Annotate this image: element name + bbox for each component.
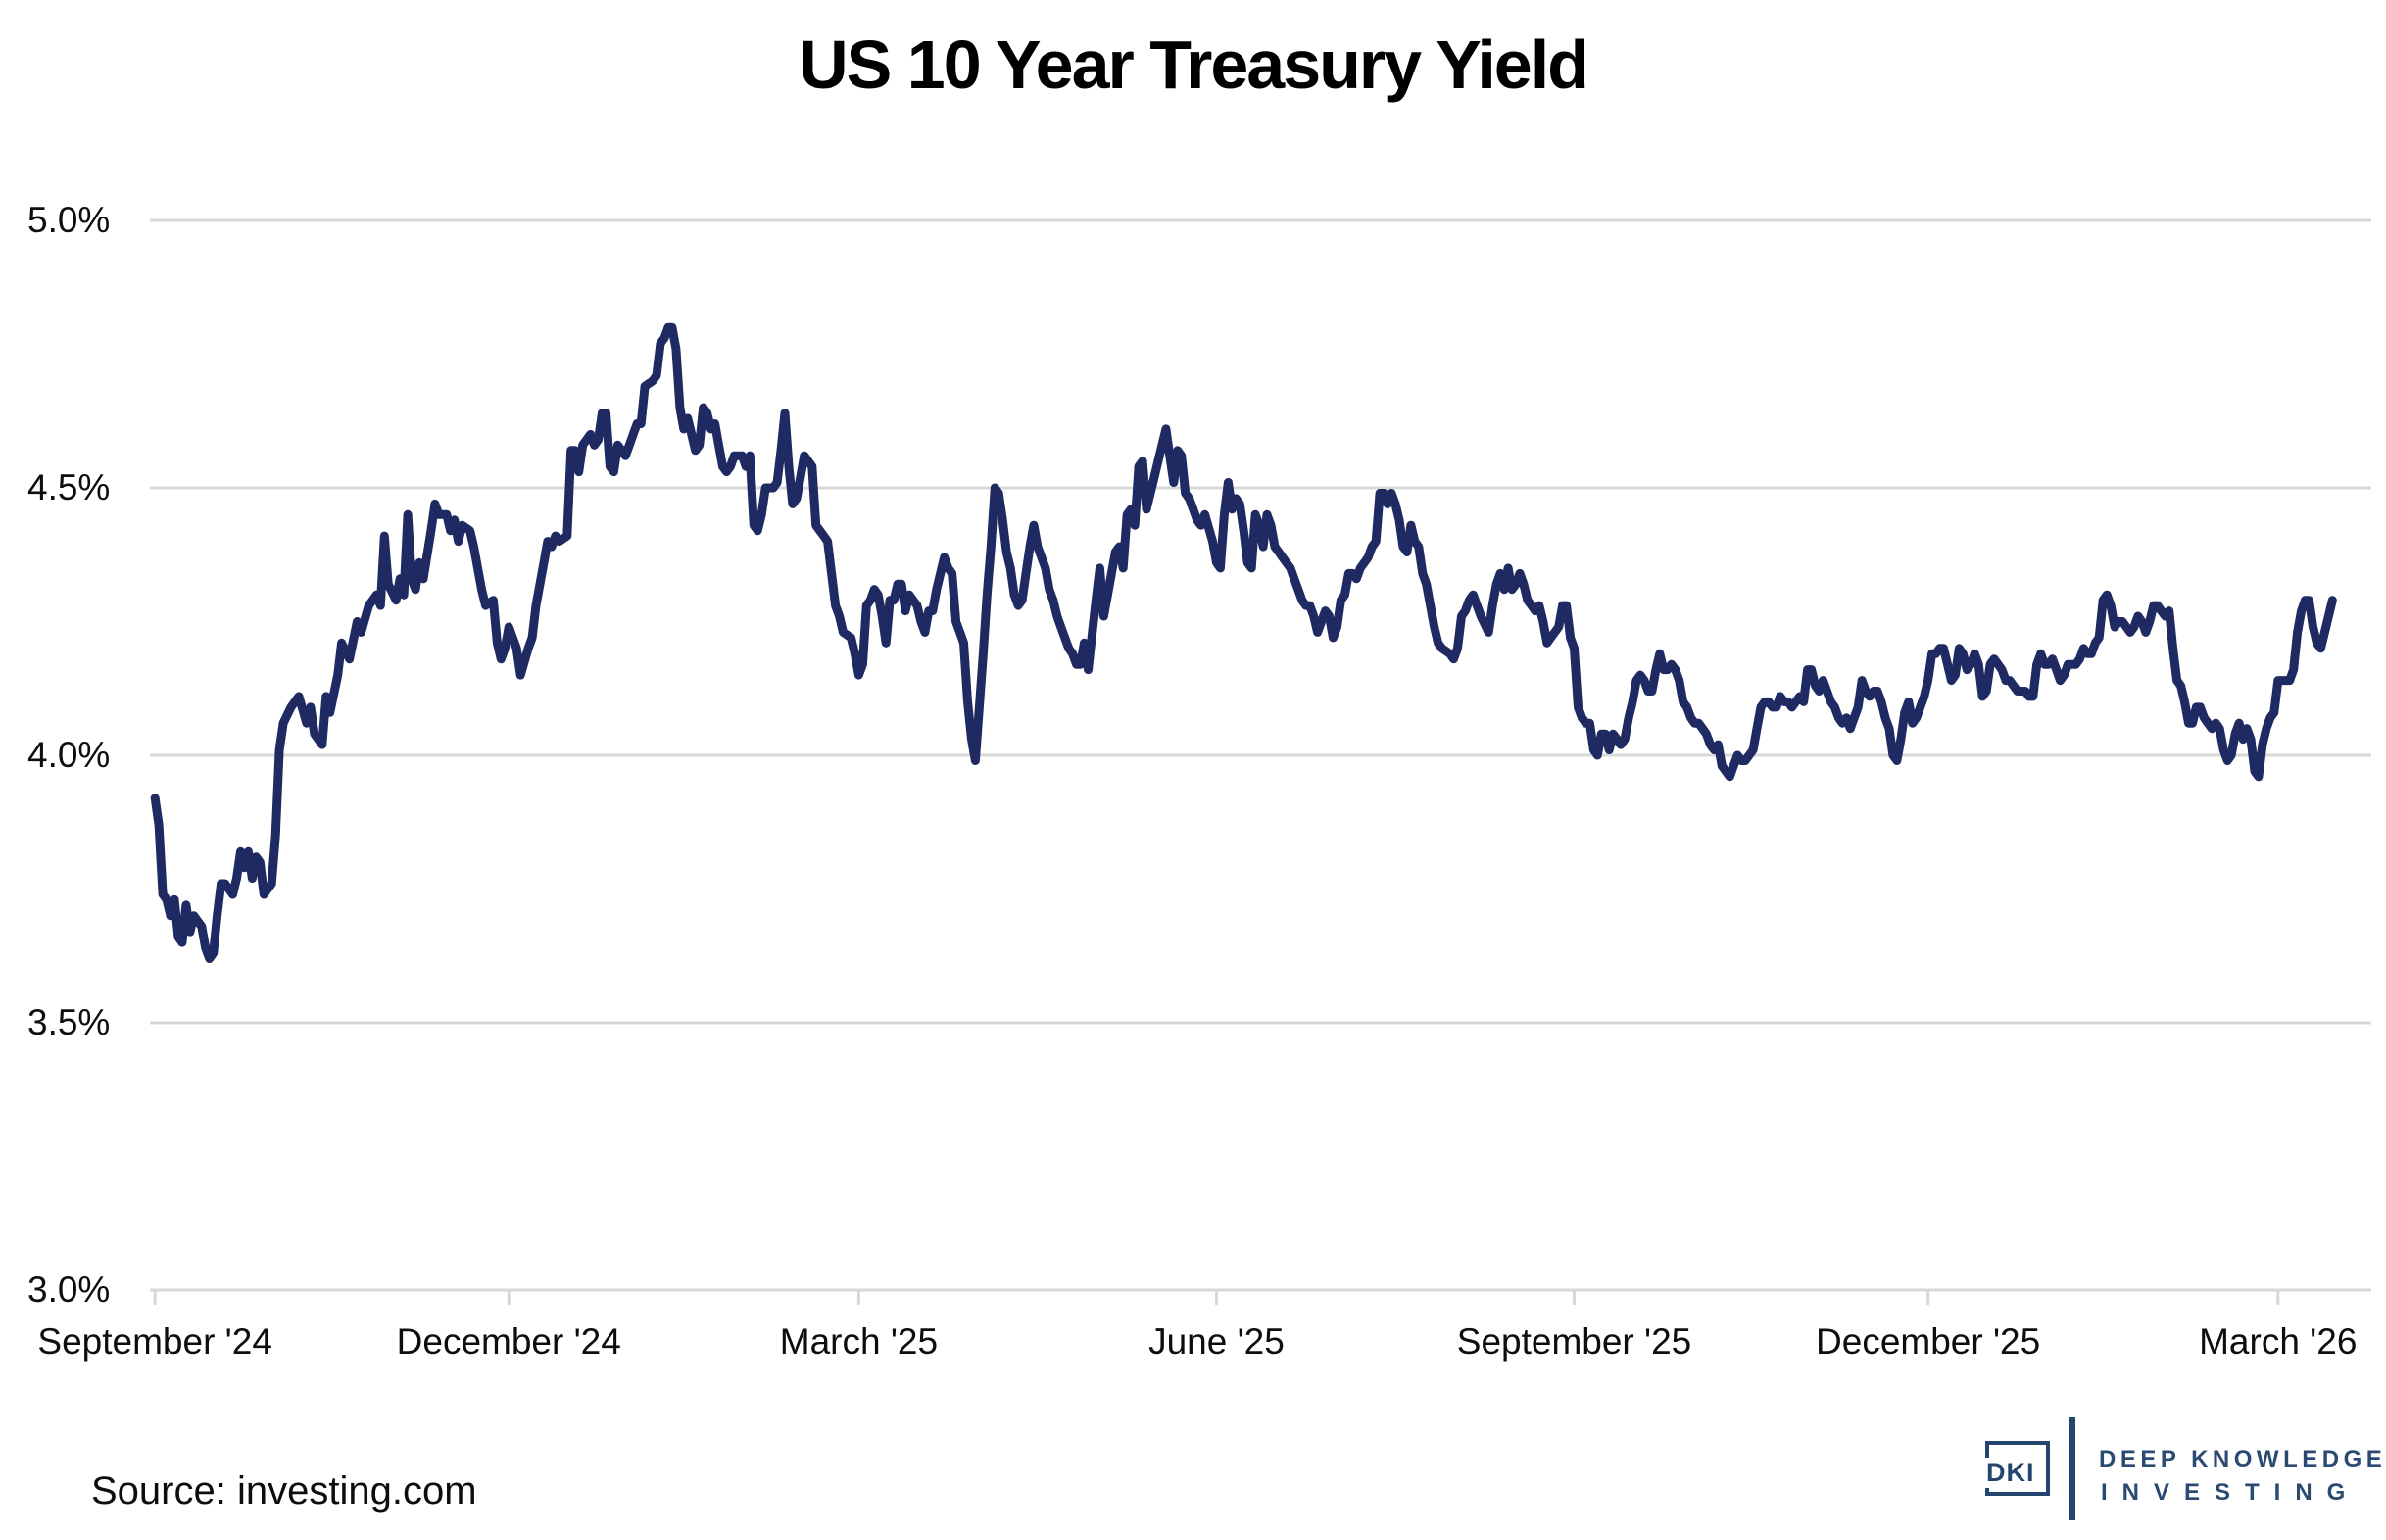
x-tick-label: December '25 xyxy=(1816,1322,2041,1362)
dki-logo-text-line2: INVESTING xyxy=(2101,1479,2361,1506)
x-tick-label: March '25 xyxy=(779,1322,939,1362)
x-tick-label: December '24 xyxy=(396,1322,621,1362)
dki-logo-divider xyxy=(2069,1417,2075,1520)
x-tick-label: September '25 xyxy=(1456,1322,1692,1362)
x-tick-label: September '24 xyxy=(37,1322,272,1362)
dki-logo-box-icon: DKI xyxy=(1983,1441,2050,1496)
yield-series-line xyxy=(150,322,2337,963)
y-tick-label: 3.0% xyxy=(27,1270,111,1310)
x-tick-label: June '25 xyxy=(1148,1322,1285,1362)
y-tick-label: 4.5% xyxy=(27,467,111,507)
y-tick-label: 4.0% xyxy=(27,735,111,775)
dki-logo: DKI DEEP KNOWLEDGE INVESTING xyxy=(1979,1411,2382,1528)
y-tick-label: 3.5% xyxy=(27,1002,111,1042)
chart-title: US 10 Year Treasury Yield xyxy=(799,26,1589,103)
x-tick-label: March '26 xyxy=(2199,1322,2358,1362)
source-note: Source: investing.com xyxy=(91,1469,477,1513)
y-tick-label: 5.0% xyxy=(27,200,111,240)
dki-logo-text-line1: DEEP KNOWLEDGE xyxy=(2099,1446,2386,1472)
dki-logo-badge: DKI xyxy=(1983,1458,2038,1488)
